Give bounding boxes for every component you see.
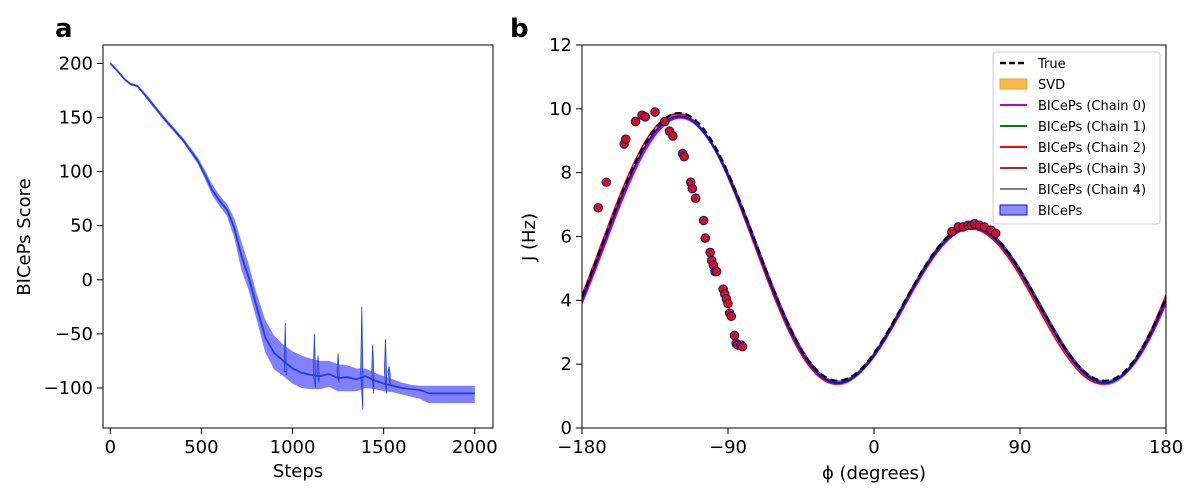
panel-b-legend-label-biceps-chain-2-: BICePs (Chain 2) [1038,141,1146,156]
panel-b-data-point [698,215,709,226]
panel-b-ytick-label: 2 [561,354,572,375]
panel-b-ticks: −180 −90 0 90 180 0 2 4 6 8 10 12 [549,35,1183,458]
panel-b-ytick-label: 8 [561,163,572,184]
panel-b-legend-label-true: True [1037,57,1066,72]
panel-a-ytick-label: −100 [44,378,93,399]
panel-b-legend-label-biceps-chain-1-: BICePs (Chain 1) [1038,120,1146,135]
panel-a-xtick-label: 2000 [452,437,498,458]
panel-b-data-point [659,116,670,127]
panel-a-ytick-label: 0 [82,270,93,291]
panel-a-xtick-label: 1500 [361,437,407,458]
panel-a-spike [371,344,375,394]
panel-b-true-line [582,111,1166,382]
panel-b-ytick-label: 12 [549,35,572,56]
panel-b-data-point [990,228,1001,239]
panel-a-plot-area [109,62,475,410]
panel-b-data-point [705,247,715,258]
panel-b-legend-swatch-biceps [999,204,1028,216]
panel-b-data-point [630,116,641,127]
panel-b-xtick-label: 0 [868,437,879,458]
panel-a-mean-line [109,62,475,395]
panel-b-xtick-label: −90 [709,437,747,458]
panel-b-data-point [700,233,711,243]
panel-a-axes-frame [102,44,494,429]
panel-b-data-point [601,177,612,188]
panel-b-data-point [723,298,733,309]
panel-a-marks [109,62,475,410]
panel-b-data-point [620,134,631,144]
panel-a-xtick-label: 0 [105,437,116,458]
panel-b-data-point [650,107,660,117]
panel-b-legend-label-biceps-chain-3-: BICePs (Chain 3) [1038,162,1146,177]
panel-b-data-point [726,311,737,322]
panel-b-data-point [640,112,651,122]
panel-b-data-point [947,226,957,237]
panel-b-xtick-label: −180 [557,437,606,458]
panel-b-data-point [729,330,740,341]
panel-b-plot-area [582,107,1166,386]
panel-b-ytick-label: 10 [549,99,572,120]
panel-a-ytick-label: 100 [59,162,93,183]
panel-b-xtick-label: 180 [1149,437,1183,458]
panel-b-ylabel: J (Hz) [519,213,540,262]
panel-letter-a: a [55,14,73,44]
panel-b-legend: True SVD BICePs (Chain 0) BICePs (Chain 1) B… [992,51,1161,225]
panel-a-ylabel: BICePs Score [14,178,35,295]
panel-b-ytick-label: 6 [561,227,572,248]
panel-b-data-point [690,193,701,203]
panel-a-spike [283,323,287,375]
panel-a-xtick-label: 1000 [270,437,316,458]
panel-b-data-point [593,202,604,213]
panel-a-spike [383,339,387,394]
panel-b-legend-label-biceps: BICePs [1038,204,1082,219]
panel-b-data-point [668,131,678,141]
panel-a-xtick-label: 500 [184,437,218,458]
panel-b-legend-swatch-svd [999,78,1028,90]
panel-b-chart: −180 −90 0 90 180 0 2 4 6 8 10 12 ϕ (degrees) J (Hz… [519,35,1183,484]
panel-a-spike [360,306,364,410]
panel-a-ytick-label: −50 [55,324,93,345]
panel-b-xlabel: ϕ (degrees) [822,463,926,484]
panel-b-legend-frame [992,51,1161,225]
panel-b-marks [582,107,1166,386]
panel-b-legend-label-biceps-chain-0-: BICePs (Chain 0) [1038,99,1146,114]
panel-a-ytick-label: 200 [59,53,93,74]
panel-b-ytick-label: 4 [561,290,572,311]
panel-b-legend-label-biceps-chain-4-: BICePs (Chain 4) [1038,183,1146,198]
panel-b-data-point [687,183,698,194]
panel-a-ytick-label: 150 [59,107,93,128]
panel-b-data-point [711,266,722,277]
panel-b-xtick-label: 90 [1009,437,1032,458]
panel-b-biceps-line [582,115,1166,384]
panel-letter-b: b [510,14,529,44]
panel-a-ytick-label: 50 [70,216,93,237]
panel-b-legend-label-svd: SVD [1038,78,1065,93]
panel-b-ytick-label: 0 [561,418,572,439]
panel-b-data-point [679,151,689,162]
panel-a-uncertainty-band [110,62,475,404]
panel-a-xlabel: Steps [273,461,323,482]
panel-a-spike [387,366,391,386]
panel-b-data-point [737,341,748,352]
